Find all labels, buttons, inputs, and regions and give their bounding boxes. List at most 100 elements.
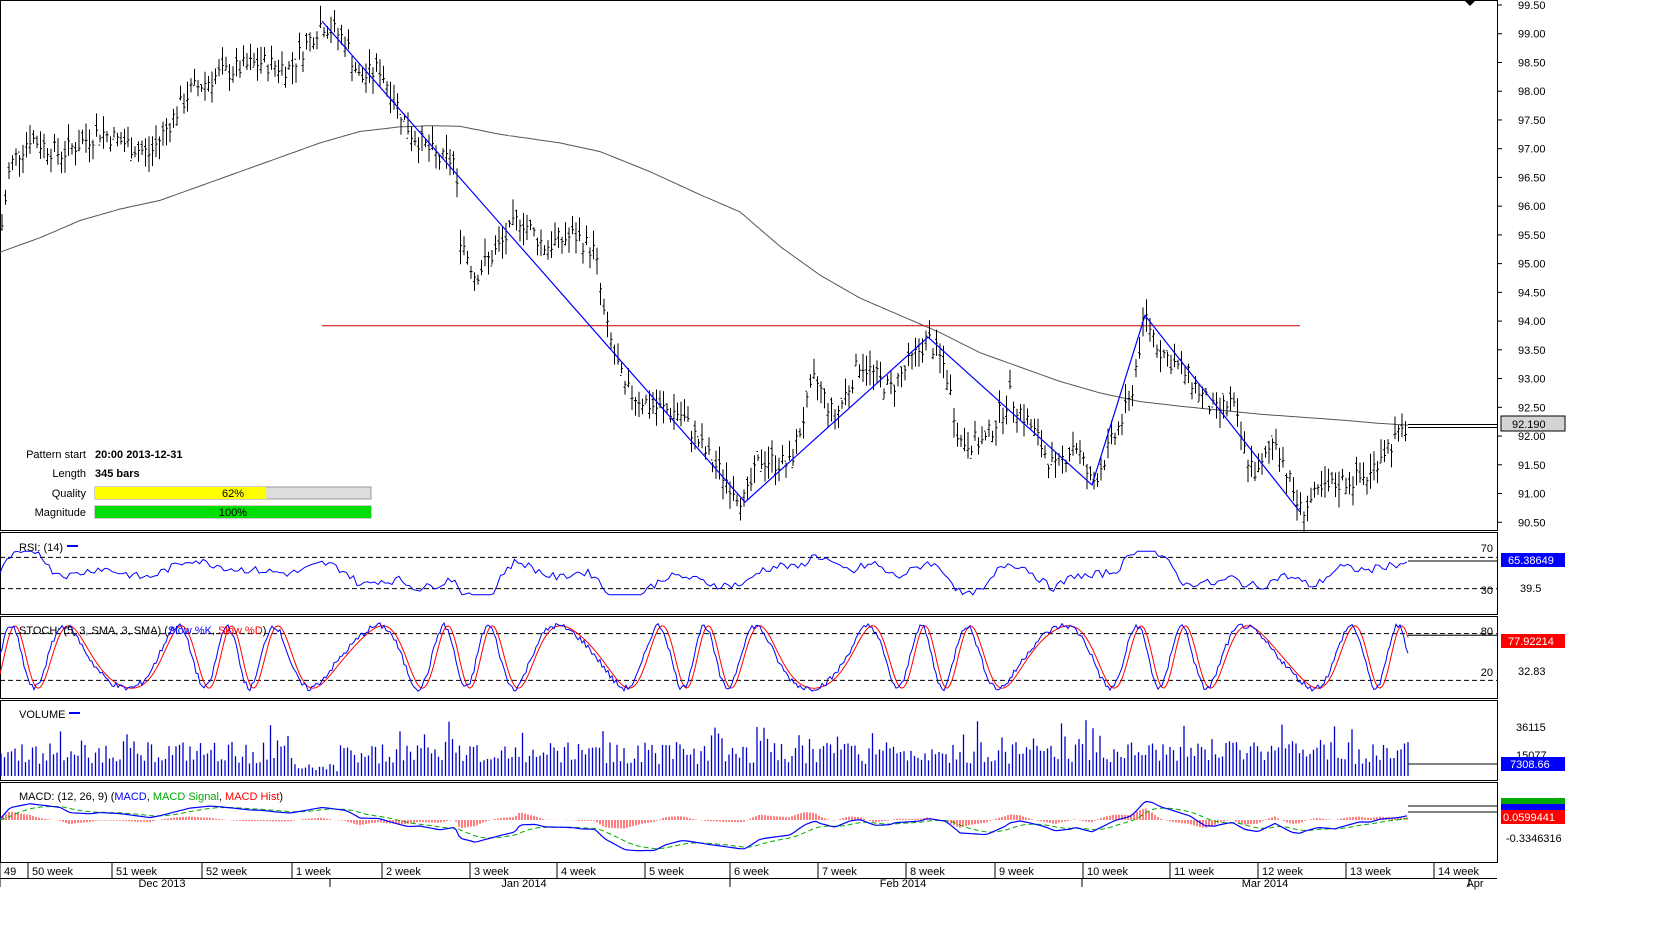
price-tick-label: 97.00 xyxy=(1518,144,1546,156)
ohlc-bar xyxy=(287,61,291,70)
ohlc-bar xyxy=(945,370,949,391)
ohlc-bar xyxy=(189,78,193,93)
price-tick-label: 97.50 xyxy=(1518,115,1546,127)
quality-bar-fill xyxy=(95,487,267,499)
panel-frame-1 xyxy=(0,532,1498,615)
ohlc-bar xyxy=(1120,413,1124,436)
ohlc-bar xyxy=(438,155,441,170)
week-label: 11 week xyxy=(1174,866,1215,878)
ohlc-bar xyxy=(977,437,980,455)
ohlc-bar xyxy=(1257,453,1260,473)
ohlc-bar xyxy=(511,199,515,226)
price-tick-label: 91.00 xyxy=(1518,489,1546,501)
ohlc-bar xyxy=(91,139,95,160)
ohlc-bar xyxy=(679,401,683,427)
ohlc-bar xyxy=(1397,425,1400,442)
ohlc-bar xyxy=(301,51,305,72)
week-label: 8 week xyxy=(910,866,945,878)
ohlc-bar xyxy=(529,219,532,231)
ohlc-bar xyxy=(0,214,4,231)
ohlc-bar xyxy=(1400,413,1404,438)
ohlc-bar xyxy=(592,230,595,260)
ohlc-bar xyxy=(497,226,501,252)
ohlc-bar xyxy=(858,364,861,379)
ohlc-bar xyxy=(634,396,637,416)
ohlc-bar xyxy=(228,64,231,91)
ohlc-bar xyxy=(371,67,375,94)
pattern-start-label: Pattern start xyxy=(26,449,86,461)
ohlc-bar xyxy=(1316,484,1320,495)
ohlc-bar xyxy=(844,378,847,406)
ohlc-bar xyxy=(1166,350,1169,367)
ohlc-bar xyxy=(910,351,914,370)
ohlc-bar xyxy=(1068,447,1071,462)
ohlc-bar xyxy=(1187,363,1190,384)
ohlc-bar xyxy=(602,298,606,315)
ohlc-bar xyxy=(1176,359,1180,370)
rsi-axis-tick: 39.5 xyxy=(1520,583,1541,595)
rsi-line xyxy=(0,550,1408,596)
ohlc-bar xyxy=(1050,441,1054,466)
pattern-length-value: 345 bars xyxy=(95,468,140,480)
ohlc-bar xyxy=(182,93,186,114)
ohlc-bar xyxy=(973,420,977,441)
ohlc-bar xyxy=(536,237,539,256)
stoch-panel xyxy=(0,621,1497,692)
pattern-start-value: 20:00 2013-12-31 xyxy=(95,449,182,461)
ohlc-bar xyxy=(67,124,70,156)
ohlc-bar xyxy=(956,422,959,447)
ohlc-bar xyxy=(277,59,280,84)
price-tick-label: 93.00 xyxy=(1518,374,1546,386)
ohlc-bar xyxy=(305,33,308,50)
ohlc-bar xyxy=(333,10,336,33)
ohlc-bar xyxy=(987,419,991,437)
week-label: 13 week xyxy=(1350,866,1391,878)
ohlc-bar xyxy=(777,457,781,482)
ohlc-bar xyxy=(368,49,371,83)
magnitude-text: 100% xyxy=(219,507,247,519)
ohlc-bar xyxy=(259,46,263,74)
ohlc-bar xyxy=(21,144,25,174)
ohlc-bar xyxy=(98,134,102,146)
ohlc-bar xyxy=(410,126,413,152)
panel-frames xyxy=(0,0,1498,863)
price-tick-label: 95.50 xyxy=(1518,230,1546,242)
ohlc-bar xyxy=(1029,419,1033,431)
ohlc-bar xyxy=(231,66,235,83)
ohlc-bar xyxy=(1327,468,1330,492)
ohlc-bar xyxy=(1281,446,1285,468)
ohlc-bar xyxy=(186,81,189,112)
ohlc-bar xyxy=(1008,369,1012,390)
price-tick-label: 91.50 xyxy=(1518,460,1546,472)
ohlc-bar xyxy=(1341,468,1344,481)
ohlc-bar xyxy=(1159,340,1162,373)
ohlc-bar xyxy=(385,81,389,97)
ohlc-bar xyxy=(81,129,84,145)
ohlc-bar xyxy=(630,385,634,410)
ohlc-bar xyxy=(42,133,46,159)
volume-bars xyxy=(0,720,1409,776)
ohlc-bar xyxy=(749,467,753,492)
stoch-value-text: 77.92214 xyxy=(1508,636,1554,648)
ohlc-bar xyxy=(175,106,179,126)
ohlc-bar xyxy=(1379,439,1383,464)
ohlc-bar xyxy=(669,407,672,423)
ohlc-bar xyxy=(1089,466,1092,481)
ohlc-bar xyxy=(924,330,928,351)
price-tick-label: 95.00 xyxy=(1518,259,1546,271)
week-label: 7 week xyxy=(822,866,857,878)
ohlc-bar xyxy=(1267,440,1271,464)
macd-label: MACD: (12, 26, 9) (MACD, MACD Signal, MA… xyxy=(19,791,283,803)
ohlc-bar xyxy=(763,451,767,482)
ohlc-bar xyxy=(949,374,952,396)
volume-label: VOLUME xyxy=(19,709,65,721)
scroll-marker-icon[interactable] xyxy=(1464,0,1476,6)
ohlc-bar xyxy=(501,226,504,259)
ohlc-bar xyxy=(196,80,200,97)
ohlc-bar xyxy=(1019,404,1022,421)
ohlc-bar xyxy=(1264,445,1267,458)
ohlc-bar xyxy=(1271,435,1274,460)
ohlc-bar xyxy=(854,353,858,367)
ohlc-bar xyxy=(462,236,466,256)
ohlc-bar xyxy=(665,403,669,415)
